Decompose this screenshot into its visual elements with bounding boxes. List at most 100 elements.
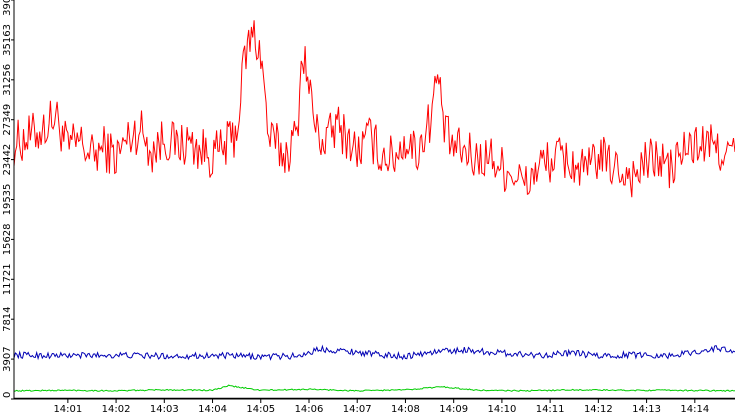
series-1-point (188, 142, 189, 143)
series-layer (13, 20, 735, 399)
series-3-point (260, 390, 261, 391)
series-2-point (116, 355, 117, 356)
series-2-point (598, 356, 599, 357)
series-3-point (308, 389, 309, 390)
series-1-point (489, 155, 490, 156)
series-1-point (91, 155, 92, 156)
series-1-point (694, 145, 695, 146)
series-2-point (320, 348, 321, 349)
x-tick-label: 14:10 (487, 404, 516, 415)
series-1-point (176, 145, 177, 146)
series-1-point (393, 157, 394, 158)
series-1-point (429, 120, 430, 121)
series-1-point (296, 135, 297, 136)
series-1-point (658, 157, 659, 158)
series-1-point (55, 115, 56, 116)
series-1-point (43, 128, 44, 129)
x-tick-label: 14:11 (536, 404, 565, 415)
y-tick-label: 31256 (2, 64, 13, 96)
series-3-point (574, 389, 575, 390)
series-1-point (586, 173, 587, 174)
y-tick-labels: 0 3907 7814 11721 15628 19535 23442 27349 31256 3… (2, 0, 14, 400)
series-1-point (260, 51, 261, 52)
y-tick-label: 7814 (2, 306, 13, 331)
series-1-point (598, 155, 599, 156)
series-1-point (236, 131, 237, 132)
series-2-point (296, 356, 297, 357)
x-tick-label: 14:14 (680, 404, 709, 415)
x-tick-label: 14:01 (53, 404, 82, 415)
series-3-point (670, 390, 671, 391)
series-1-point (706, 144, 707, 145)
x-tick-label: 14:03 (150, 404, 179, 415)
x-tick-label: 14:06 (295, 404, 324, 415)
series-1-point (212, 155, 213, 156)
series-1-point (477, 158, 478, 159)
series-1-point (357, 152, 358, 153)
series-1-point (682, 150, 683, 151)
series-2-point (718, 347, 719, 348)
series-1-point (164, 137, 165, 138)
series-3-point (228, 385, 229, 386)
y-tick-label: 35163 (2, 24, 13, 56)
y-tick-label: 19535 (2, 184, 13, 216)
series-1-point (501, 167, 502, 168)
y-tick-label: 15628 (2, 223, 13, 255)
series-1-point (538, 166, 539, 167)
series-3-point (116, 390, 117, 391)
series-2-point (357, 351, 358, 352)
x-tick-label: 14:04 (198, 404, 227, 415)
series-1-point (116, 156, 117, 157)
x-tick-label: 14:12 (584, 404, 613, 415)
series-3-point (357, 390, 358, 391)
y-tick-label: 3907 (2, 346, 13, 371)
y-tick-label: 23442 (2, 144, 13, 176)
series-3-point (622, 390, 623, 391)
series-1-point (381, 153, 382, 154)
series-1-point (453, 147, 454, 148)
series-2-point (164, 356, 165, 357)
series-2-point (441, 350, 442, 351)
series-2-point (670, 355, 671, 356)
series-3-point (477, 390, 478, 391)
series-2-point (381, 355, 382, 356)
series-1-point (152, 151, 153, 152)
series-2-point (405, 356, 406, 357)
series-1-point (337, 125, 338, 126)
series-1-point (325, 141, 326, 142)
series-1-point (244, 56, 245, 57)
series-1-point (302, 46, 303, 47)
series-line-2 (13, 344, 735, 361)
series-1-point (276, 145, 277, 146)
series-1-point (67, 148, 68, 149)
series-2-point (634, 354, 635, 355)
series-1-point (268, 138, 269, 139)
series-1-point (316, 133, 317, 134)
series-1-point (525, 185, 526, 186)
series-3-point (67, 390, 68, 391)
series-1-point (634, 176, 635, 177)
x-tick-labels: 14:01 14:02 14:03 14:04 14:05 14:06 14:07 14:08… (53, 399, 709, 415)
y-tick-label: 11721 (2, 263, 13, 295)
series-1-point (562, 156, 563, 157)
series-1-point (574, 165, 575, 166)
series-1-point (140, 128, 141, 129)
y-tick-label: 39071 (2, 0, 13, 16)
series-2-point (212, 355, 213, 356)
series-1-point (349, 139, 350, 140)
series-2-point (694, 351, 695, 352)
y-tick-label: 0 (2, 392, 13, 398)
series-1-point (610, 165, 611, 166)
x-tick-label: 14:02 (102, 404, 131, 415)
series-1-point (550, 161, 551, 162)
series-2-point (538, 355, 539, 356)
x-tick-label: 14:08 (391, 404, 420, 415)
series-1-point (622, 171, 623, 172)
y-tick-label: 27349 (2, 104, 13, 136)
series-1-point (252, 33, 253, 34)
series-1-point (445, 135, 446, 136)
series-1-point (437, 75, 438, 76)
series-line-1 (13, 20, 735, 198)
series-1-point (417, 151, 418, 152)
